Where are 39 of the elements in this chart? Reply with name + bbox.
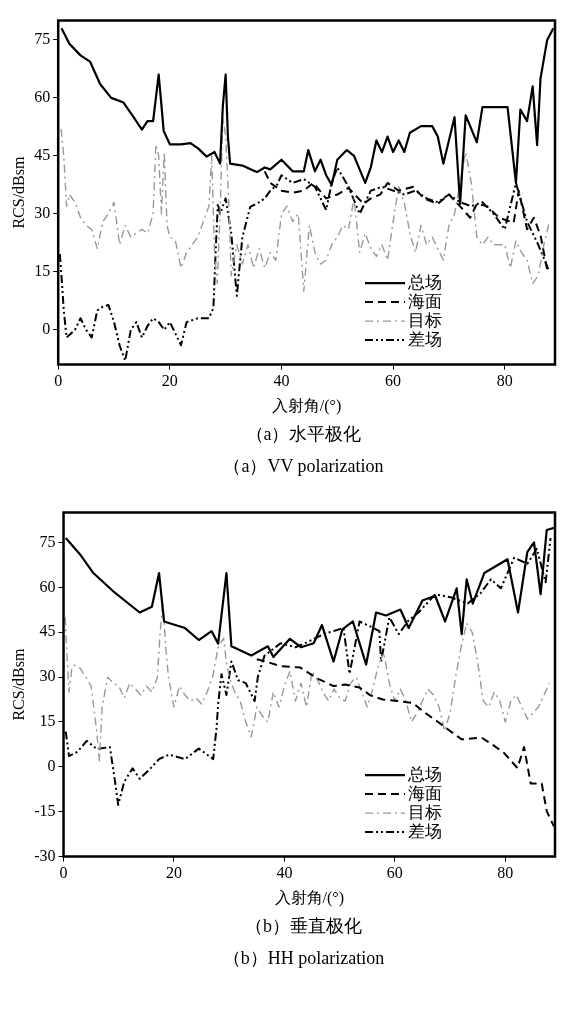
y-axis-title: RCS/dBsm	[9, 156, 27, 229]
y-tick-label: -15	[34, 801, 56, 819]
x-tick-label: 60	[385, 372, 402, 390]
y-tick-label: 30	[39, 667, 56, 685]
legend-label: 目标	[408, 802, 442, 822]
y-tick-label: 45	[34, 146, 51, 164]
y-tick-label: 60	[34, 88, 51, 106]
y-tick-label: 0	[47, 757, 56, 775]
y-tick-label: 60	[39, 577, 56, 595]
y-tick-label: 30	[34, 204, 51, 222]
legend-label: 目标	[408, 310, 442, 330]
y-tick-label: 45	[39, 622, 56, 640]
legend-label: 总场	[407, 272, 442, 292]
y-tick-label: 0	[42, 320, 51, 338]
text: （a）VV polarization	[222, 455, 385, 478]
y-tick-label: 75	[39, 532, 56, 550]
y-axis-title: RCS/dBsm	[9, 648, 27, 721]
y-tick-label: 15	[39, 712, 56, 730]
y-tick-label: 15	[34, 262, 51, 280]
x-tick-label: 20	[161, 372, 178, 390]
x-tick-label: 40	[276, 864, 293, 882]
y-tick-label: -30	[34, 846, 56, 864]
x-tick-label: 20	[165, 864, 182, 882]
text: （b）HH polarization	[221, 947, 386, 970]
x-tick-label: 80	[497, 864, 514, 882]
x-axis-title: 入射角/(°)	[274, 888, 345, 907]
x-tick-label: 80	[496, 372, 513, 390]
text: （a）水平极化	[244, 423, 363, 446]
legend-label: 海面	[408, 783, 442, 803]
legend-label: 差场	[408, 329, 442, 349]
x-axis-title: 入射角/(°)	[271, 396, 342, 415]
legend-label: 海面	[408, 291, 442, 311]
legend-label: 总场	[407, 764, 442, 784]
x-tick-label: 0	[59, 864, 68, 882]
x-tick-label: 40	[273, 372, 290, 390]
x-tick-label: 60	[386, 864, 403, 882]
text: （b）垂直极化	[244, 915, 363, 938]
y-tick-label: 75	[34, 30, 51, 48]
legend-label: 差场	[408, 821, 442, 841]
